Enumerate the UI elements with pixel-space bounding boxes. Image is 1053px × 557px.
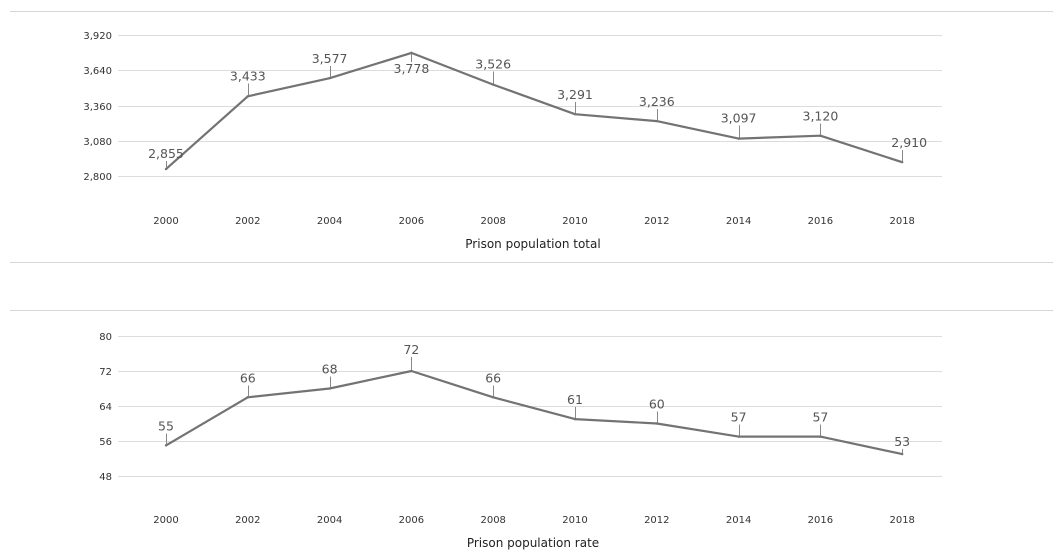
data-label: 57: [812, 410, 828, 425]
top-divider: [10, 11, 1053, 12]
data-point: [492, 396, 495, 399]
x-tick-label: 2018: [889, 216, 914, 227]
x-axis-title: Prison population rate: [467, 536, 599, 550]
data-label: 57: [731, 410, 747, 425]
y-tick-label: 48: [99, 472, 112, 483]
series-line: [165, 369, 903, 456]
y-tick-label: 3,920: [83, 31, 112, 42]
data-label: 68: [322, 362, 338, 377]
x-tick-label: 2014: [726, 515, 751, 526]
data-point: [410, 369, 413, 373]
y-tick-label: 2,800: [83, 172, 112, 183]
data-point: [737, 435, 740, 438]
data-label: 53: [894, 434, 910, 449]
lower-divider: [10, 310, 1053, 311]
data-label: 3,097: [721, 111, 757, 126]
x-tick-label: 2006: [399, 216, 424, 227]
y-tick-label: 72: [99, 367, 112, 378]
data-point: [901, 160, 904, 164]
x-tick-label: 2006: [399, 515, 424, 526]
data-point: [492, 83, 495, 86]
data-label: 3,433: [230, 68, 266, 83]
data-point: [819, 435, 822, 438]
data-point: [573, 417, 577, 421]
middle-divider: [10, 262, 1053, 263]
x-tick-label: 2004: [317, 216, 342, 227]
data-point: [328, 387, 331, 390]
y-tick-label: 56: [99, 437, 112, 448]
y-tick-label: 3,640: [83, 66, 112, 77]
data-label: 3,526: [475, 57, 511, 72]
x-tick-label: 2000: [153, 515, 178, 526]
data-label: 3,291: [557, 87, 593, 102]
data-label: 2,910: [891, 135, 927, 150]
total-chart-svg: 2,800 3,080 3,360 3,640 3,920 2000 2002 2004 200…: [83, 31, 942, 251]
data-point: [655, 119, 658, 123]
series-line: [165, 51, 903, 170]
x-tick-label: 2010: [562, 216, 587, 227]
data-label: 3,236: [639, 94, 675, 109]
x-tick-label: 2014: [726, 216, 751, 227]
data-label: 66: [485, 370, 501, 385]
data-label: 66: [240, 370, 256, 385]
data-point: [246, 396, 249, 399]
y-tick-label: 3,080: [83, 137, 112, 148]
data-point: [164, 167, 168, 171]
x-tick-label: 2016: [808, 515, 833, 526]
data-point: [164, 444, 168, 447]
x-tick-label: 2004: [317, 515, 342, 526]
data-label: 3,778: [394, 61, 430, 76]
data-label: 55: [158, 418, 174, 433]
x-tick-label: 2012: [644, 216, 669, 227]
data-point: [573, 112, 577, 116]
y-tick-label: 3,360: [83, 102, 112, 113]
x-tick-label: 2002: [235, 216, 260, 227]
data-label: 61: [567, 392, 583, 407]
data-point: [410, 51, 413, 55]
data-label: 60: [649, 397, 665, 412]
data-label: 3,577: [312, 51, 348, 66]
data-point: [655, 422, 658, 425]
data-point: [328, 76, 331, 80]
data-point: [901, 452, 904, 456]
rate-chart-svg: 48 56 64 72 80 2000 2002 2004 2006 2008 2010 2012 20…: [99, 332, 942, 550]
y-tick-label: 80: [99, 332, 112, 343]
x-tick-label: 2012: [644, 515, 669, 526]
x-axis-title: Prison population total: [465, 237, 600, 251]
x-tick-label: 2018: [889, 515, 914, 526]
x-tick-label: 2016: [808, 216, 833, 227]
x-tick-label: 2000: [153, 216, 178, 227]
data-point: [819, 134, 822, 137]
x-tick-label: 2008: [480, 515, 505, 526]
data-point: [737, 137, 740, 140]
data-point: [246, 95, 249, 98]
y-tick-label: 64: [99, 402, 112, 413]
data-label: 3,120: [803, 109, 839, 124]
prison-population-rate-chart: 48 56 64 72 80 2000 2002 2004 2006 2008 2010 2012 20…: [0, 300, 1053, 557]
x-tick-label: 2010: [562, 515, 587, 526]
data-label: 2,855: [148, 146, 184, 161]
x-tick-label: 2002: [235, 515, 260, 526]
prison-population-total-chart: 2,800 3,080 3,360 3,640 3,920 2000 2002 2004 200…: [0, 0, 1053, 266]
data-label: 72: [403, 342, 419, 357]
x-tick-label: 2008: [480, 216, 505, 227]
